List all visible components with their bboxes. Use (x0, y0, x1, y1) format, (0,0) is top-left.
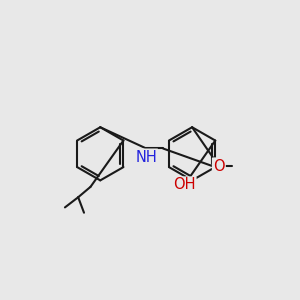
Text: O: O (213, 159, 225, 174)
Text: NH: NH (135, 150, 157, 165)
Text: OH: OH (173, 178, 196, 193)
